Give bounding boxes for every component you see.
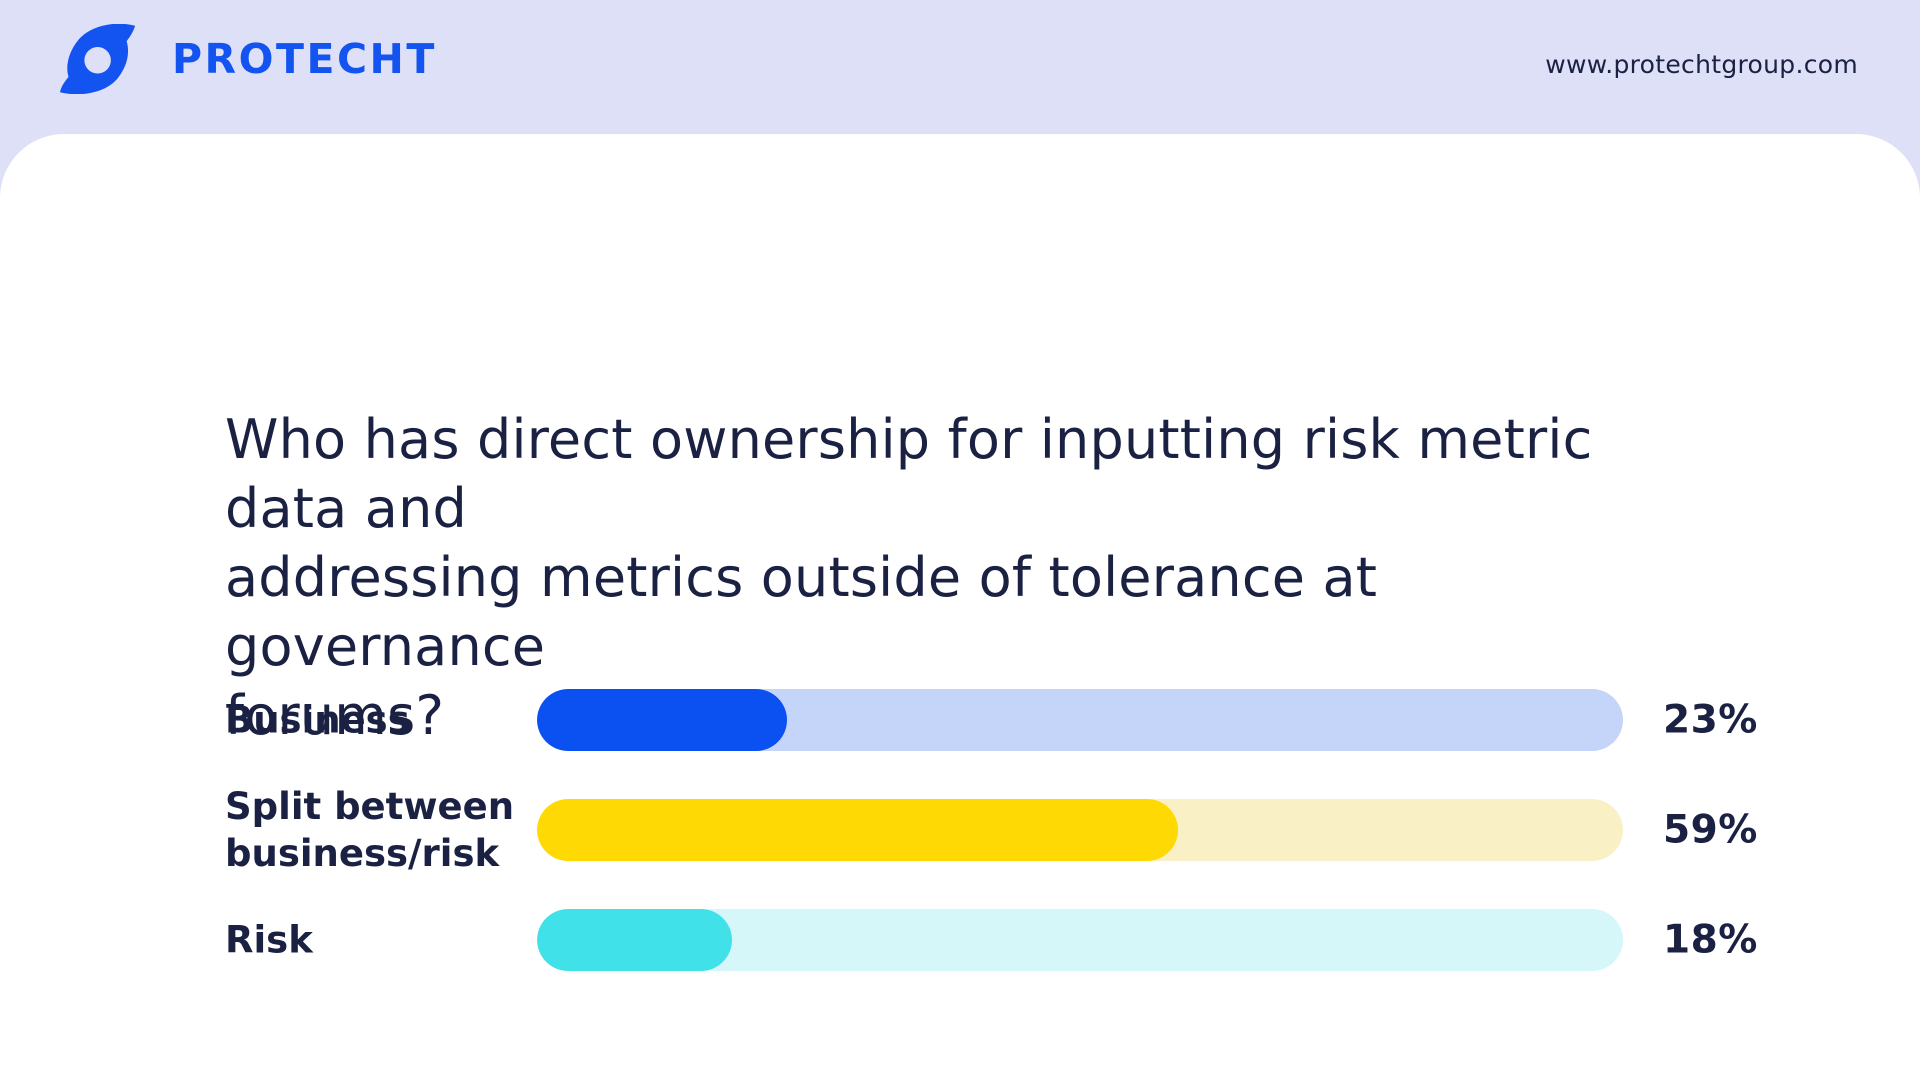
bar-value: 23% <box>1663 697 1758 743</box>
question-line-2: addressing metrics outside of tolerance … <box>225 546 1378 678</box>
chart-row: Business 23% <box>225 689 1785 751</box>
bar-track <box>537 799 1623 861</box>
protecht-logo: PROTECHT <box>60 24 437 94</box>
bar-fill <box>537 689 787 751</box>
bar-label: Risk <box>225 918 313 962</box>
bar-fill <box>537 909 733 971</box>
content-card: Who has direct ownership for inputting r… <box>0 134 1920 1080</box>
chart-row: Risk 18% <box>225 909 1785 971</box>
website-url: www.protechtgroup.com <box>1545 50 1858 79</box>
bar-track <box>537 689 1623 751</box>
bar-value: 59% <box>1663 807 1758 853</box>
bar-value: 18% <box>1663 917 1758 963</box>
question-line-3: forums? <box>225 684 445 747</box>
protecht-logo-icon <box>60 24 136 94</box>
bar-label: Business <box>225 698 410 742</box>
question-line-1: Who has direct ownership for inputting r… <box>225 408 1593 540</box>
chart-rows: Business 23% Split between business/risk 59%… <box>225 689 1785 1019</box>
bar-track <box>537 909 1623 971</box>
question-title: Who has direct ownership for inputting r… <box>225 405 1675 750</box>
bar-label: Split between business/risk <box>225 785 515 875</box>
chart-row: Split between business/risk 59% <box>225 785 1785 875</box>
bar-fill <box>537 799 1178 861</box>
protecht-wordmark: PROTECHT <box>172 35 437 83</box>
header-band: PROTECHT www.protechtgroup.com <box>0 0 1920 134</box>
